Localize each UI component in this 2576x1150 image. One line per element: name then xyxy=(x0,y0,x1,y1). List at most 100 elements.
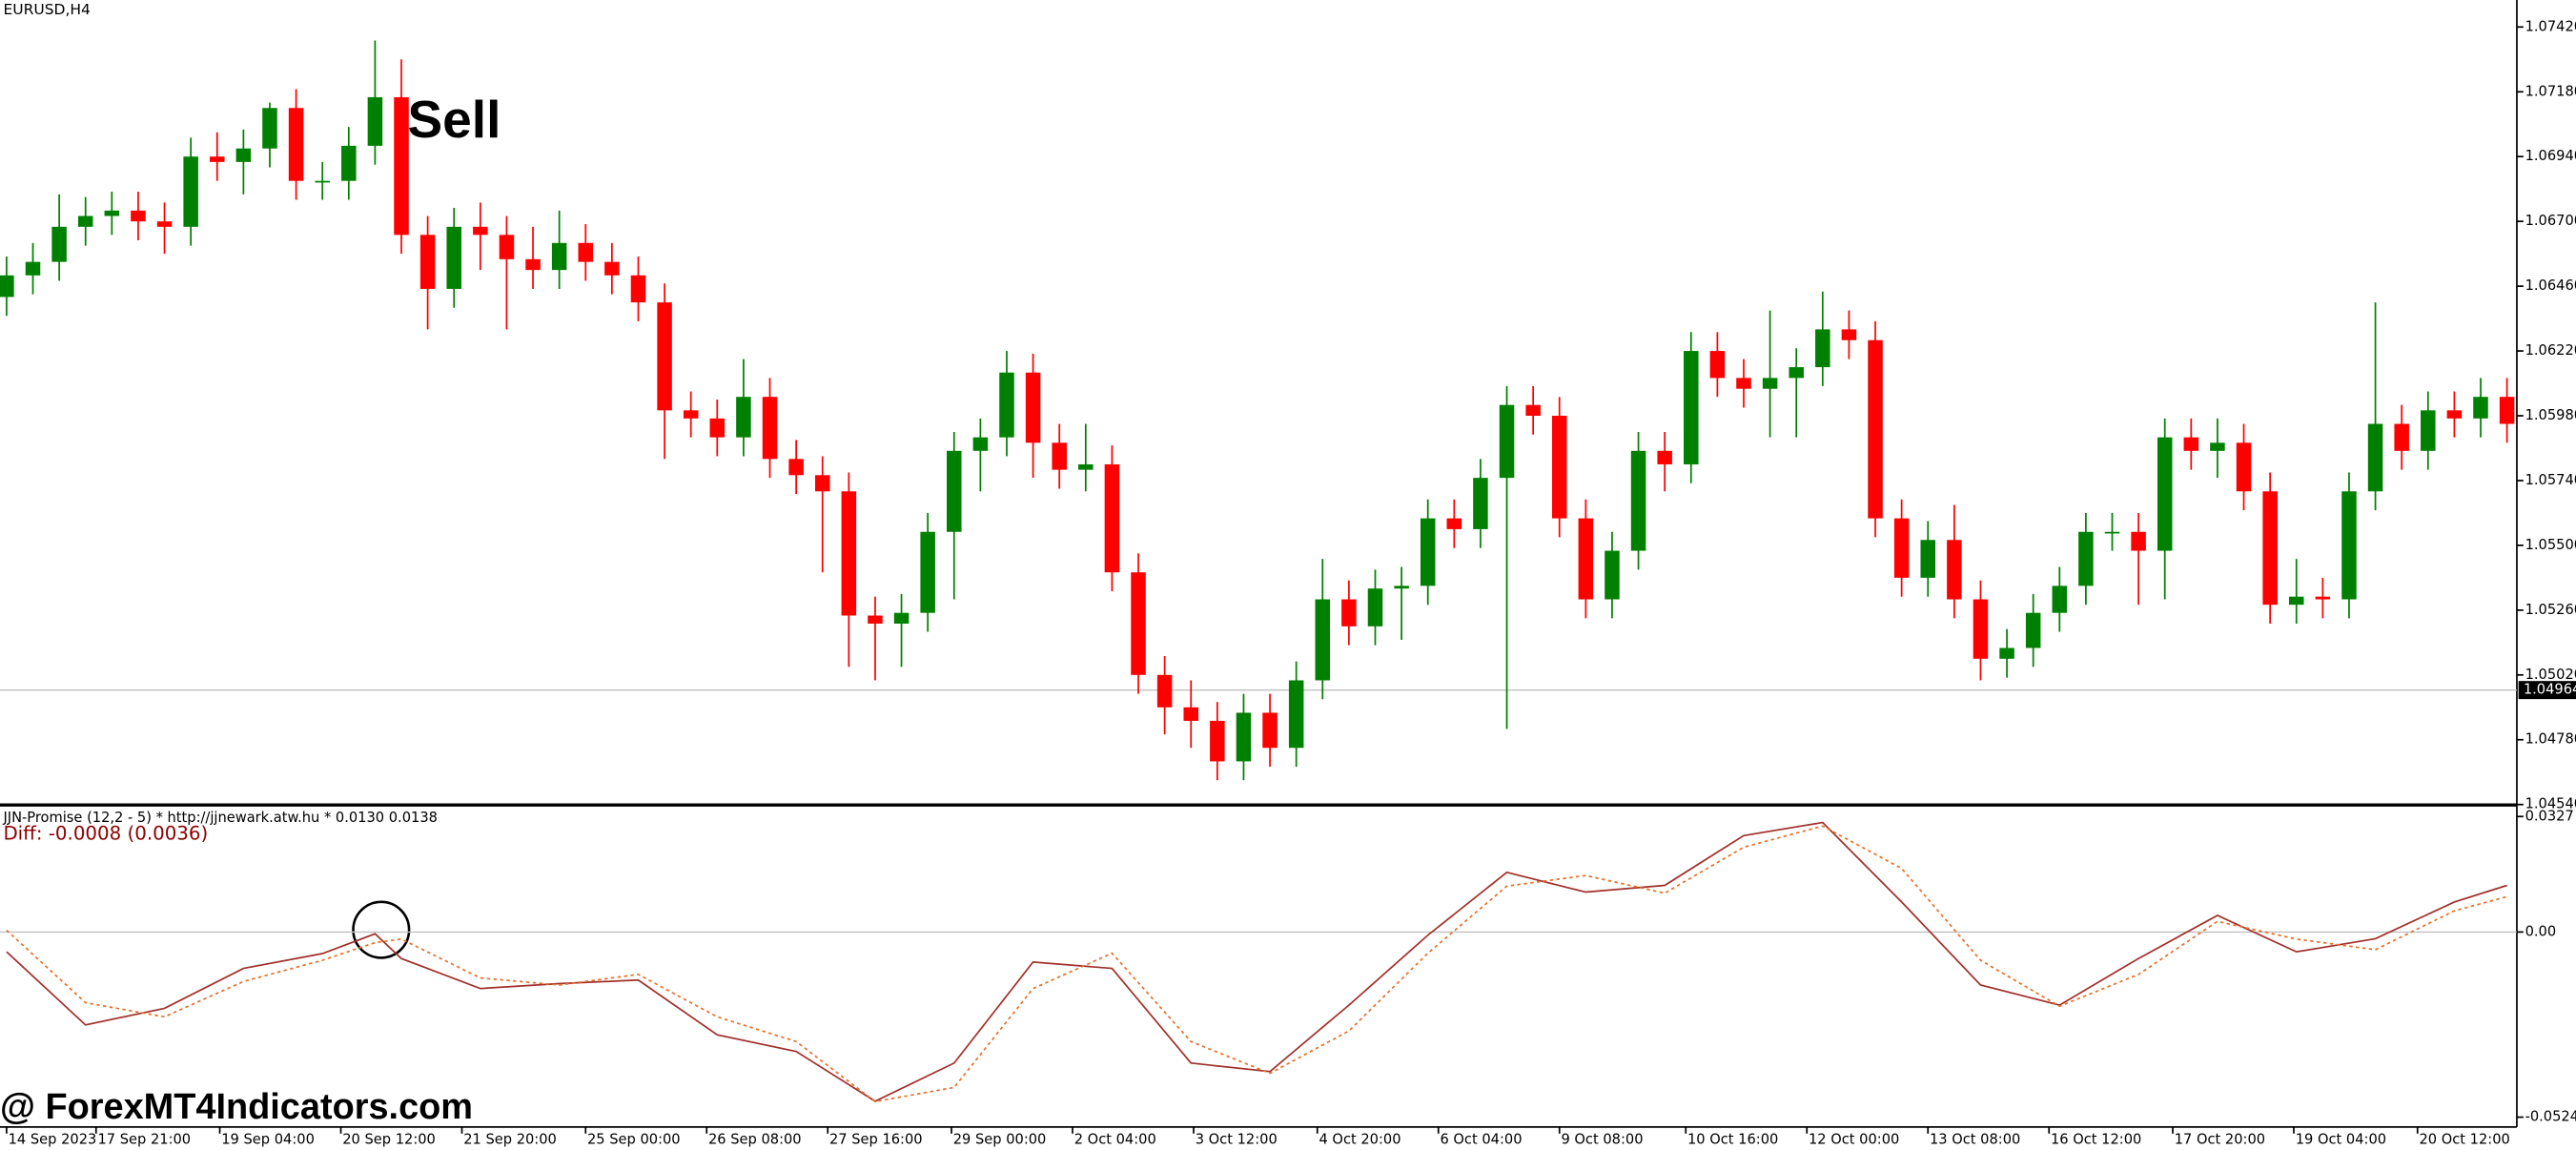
x-tick-label: 4 Oct 20:00 xyxy=(1319,1132,1400,1148)
candle-body xyxy=(1736,378,1751,389)
candle-body xyxy=(868,615,883,625)
y-tick-label: 1.07180 xyxy=(2525,83,2576,99)
candle-body xyxy=(1893,518,1910,578)
indicator-subtitle: Diff: -0.0008 (0.0036) xyxy=(3,823,208,845)
x-tick-label: 21 Sep 20:00 xyxy=(463,1132,557,1148)
candle-body xyxy=(1156,674,1173,708)
candle-body xyxy=(210,156,225,162)
y-tick-label: 1.04780 xyxy=(2525,731,2576,748)
candle-body xyxy=(1420,518,1436,586)
x-tick-label: 20 Sep 12:00 xyxy=(342,1132,436,1148)
candle-body xyxy=(1551,416,1567,519)
candle-body xyxy=(604,261,620,276)
candle-body xyxy=(1578,518,1594,600)
candle-body xyxy=(2131,531,2146,551)
candle-body xyxy=(1236,712,1252,762)
candle-body xyxy=(2367,423,2383,492)
candle-body xyxy=(104,210,120,216)
x-tick-label: 9 Oct 08:00 xyxy=(1561,1132,1643,1148)
candle-body xyxy=(2341,491,2357,600)
watermark: @ ForexMT4Indicators.com xyxy=(0,1087,473,1127)
candle-body xyxy=(972,437,989,451)
candle-body xyxy=(0,275,14,298)
x-tick-label: 17 Sep 21:00 xyxy=(97,1132,191,1148)
candle-body xyxy=(2104,531,2120,534)
candle-body xyxy=(2157,437,2173,551)
candle-body xyxy=(341,145,357,181)
candle-body xyxy=(394,96,409,236)
candle-body xyxy=(1947,540,1962,600)
x-tick-label: 19 Sep 04:00 xyxy=(221,1132,315,1148)
candle-body xyxy=(2446,410,2463,419)
candle-body xyxy=(1815,329,1830,368)
candle-body xyxy=(499,235,515,259)
annotation: Sell xyxy=(407,90,501,149)
y-tick-label: 1.05020 xyxy=(2525,667,2576,683)
candle-body xyxy=(1367,588,1383,626)
candle-body xyxy=(1709,351,1726,379)
candle-body xyxy=(578,242,594,262)
candle-body xyxy=(1920,540,1936,578)
current-price-label: 1.04964 xyxy=(2524,682,2576,698)
candle-body xyxy=(25,261,41,276)
candle-body xyxy=(2288,596,2304,606)
y-tick-label: 1.06220 xyxy=(2525,342,2576,359)
x-tick-label: 12 Oct 00:00 xyxy=(1809,1132,1899,1148)
candle-body xyxy=(551,242,567,271)
candle-body xyxy=(1394,585,1409,589)
candle-body xyxy=(1315,599,1331,681)
candle-body xyxy=(1052,442,1067,470)
candle-body xyxy=(920,531,935,613)
candle-body xyxy=(630,275,646,303)
x-tick-label: 19 Oct 04:00 xyxy=(2296,1132,2386,1148)
candle-body xyxy=(235,148,252,162)
candle-body xyxy=(841,491,857,616)
y-tick-label: 1.05740 xyxy=(2525,472,2576,488)
candle-body xyxy=(1630,450,1646,551)
candle-body xyxy=(893,612,910,625)
x-tick-label: 20 Oct 12:00 xyxy=(2419,1132,2509,1148)
x-tick-label: 27 Sep 16:00 xyxy=(829,1132,923,1148)
y-tick-label: 1.05500 xyxy=(2525,537,2576,553)
candle-body xyxy=(1789,367,1804,379)
candle-body xyxy=(1868,339,1883,519)
x-tick-label: 16 Oct 12:00 xyxy=(2051,1132,2141,1148)
x-tick-label: 13 Oct 08:00 xyxy=(1930,1132,2020,1148)
candle-body xyxy=(1684,351,1699,464)
candle-body xyxy=(315,180,330,183)
y-tick-label: 1.06940 xyxy=(2525,148,2576,164)
chart-title: EURUSD,H4 xyxy=(3,1,90,18)
candle-body xyxy=(2394,423,2409,451)
highlight-circle xyxy=(352,900,411,959)
candle-body xyxy=(1657,450,1672,464)
candle-body xyxy=(262,108,277,149)
candle-body xyxy=(2262,491,2278,606)
candle-body xyxy=(736,397,751,438)
y-tick-label: -0.0524 xyxy=(2525,1109,2576,1125)
candle-body xyxy=(2236,442,2252,492)
candle-body xyxy=(1973,599,1989,659)
x-tick-label: 17 Oct 20:00 xyxy=(2175,1132,2265,1148)
candle-body xyxy=(1104,463,1120,573)
candle-body xyxy=(2473,397,2488,419)
candle-body xyxy=(131,210,146,222)
candle-body xyxy=(2052,585,2068,613)
candle-body xyxy=(1605,550,1620,600)
y-tick-label: 0.0327 xyxy=(2525,808,2574,824)
candle-body xyxy=(2078,531,2094,586)
candle-body xyxy=(709,418,726,438)
candle-body xyxy=(814,475,830,492)
candle-body xyxy=(288,108,304,181)
x-tick-label: 10 Oct 16:00 xyxy=(1687,1132,1778,1148)
candle-body xyxy=(1262,712,1278,749)
candle-body xyxy=(1131,572,1146,675)
candle-body xyxy=(1078,463,1094,470)
candle-body xyxy=(999,372,1014,438)
y-tick-label: 1.04540 xyxy=(2525,796,2576,812)
x-tick-label: 3 Oct 12:00 xyxy=(1196,1132,1278,1148)
candle-body xyxy=(947,450,962,532)
candle-body xyxy=(1210,720,1225,762)
candle-body xyxy=(2025,612,2041,648)
candle-body xyxy=(77,216,93,227)
